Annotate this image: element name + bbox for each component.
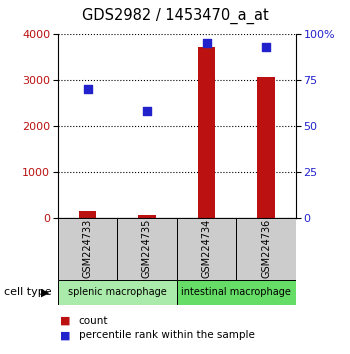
- Bar: [177, 218, 236, 280]
- Bar: [58, 280, 177, 305]
- Bar: [78, 211, 97, 218]
- Bar: [138, 215, 156, 218]
- Text: cell type: cell type: [4, 287, 51, 297]
- Text: ▶: ▶: [41, 287, 50, 297]
- Text: GSM224734: GSM224734: [202, 219, 211, 278]
- Point: [204, 40, 209, 46]
- Text: GSM224735: GSM224735: [142, 219, 152, 278]
- Text: percentile rank within the sample: percentile rank within the sample: [79, 330, 255, 340]
- Text: splenic macrophage: splenic macrophage: [68, 287, 167, 297]
- Bar: [236, 218, 296, 280]
- Bar: [198, 47, 216, 218]
- Point: [144, 108, 150, 114]
- Text: count: count: [79, 316, 108, 326]
- Point: [85, 86, 90, 92]
- Text: intestinal macrophage: intestinal macrophage: [181, 287, 291, 297]
- Text: ■: ■: [60, 316, 70, 326]
- Bar: [117, 218, 177, 280]
- Text: GSM224733: GSM224733: [83, 219, 92, 278]
- Bar: [177, 280, 296, 305]
- Text: ■: ■: [60, 330, 70, 340]
- Bar: [58, 218, 117, 280]
- Text: GSM224736: GSM224736: [261, 219, 271, 278]
- Text: GDS2982 / 1453470_a_at: GDS2982 / 1453470_a_at: [82, 8, 268, 24]
- Bar: [257, 78, 275, 218]
- Point: [263, 44, 269, 49]
